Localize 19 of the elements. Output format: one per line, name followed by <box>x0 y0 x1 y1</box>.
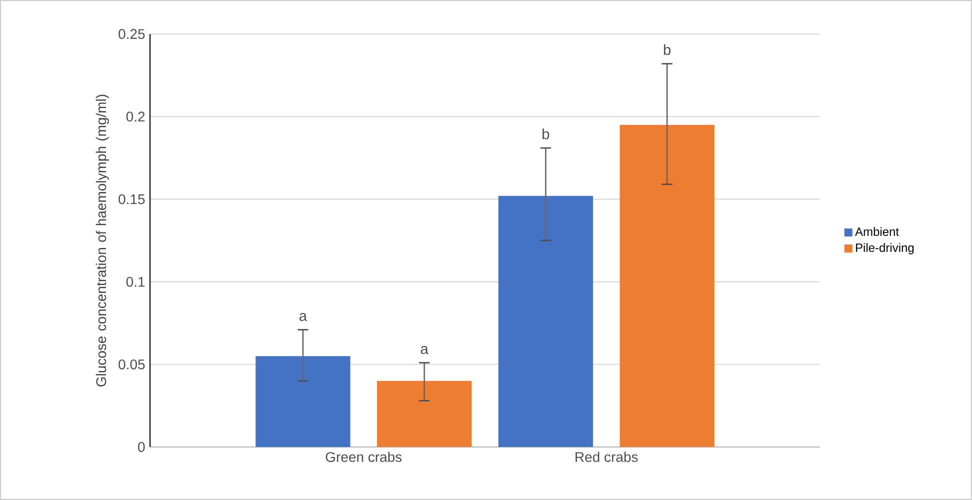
bar <box>498 196 594 447</box>
y-tick-label: 0.05 <box>118 359 145 370</box>
y-tick-label: 0.1 <box>126 276 145 287</box>
y-tick-label: 0.2 <box>126 112 145 122</box>
bar <box>256 356 350 447</box>
legend-label: Ambient <box>855 227 899 236</box>
bar <box>376 380 472 447</box>
x-tick-label: Red crabs <box>576 452 638 462</box>
annotation: a <box>420 346 428 354</box>
annotation: b <box>542 128 550 140</box>
y-tick-label: 0 <box>138 442 145 452</box>
y-axis-title: Glucose concentration of haemolymph (mg/ml) <box>96 94 109 386</box>
annotation: a <box>299 312 308 321</box>
y-tick-label: 0.25 <box>118 29 145 39</box>
bar <box>620 124 714 447</box>
legend-label: Pile-driving <box>856 243 914 254</box>
y-tick-label: 0.15 <box>118 194 145 204</box>
x-tick-label: Green crabs <box>326 452 402 462</box>
annotation: b <box>664 44 671 56</box>
